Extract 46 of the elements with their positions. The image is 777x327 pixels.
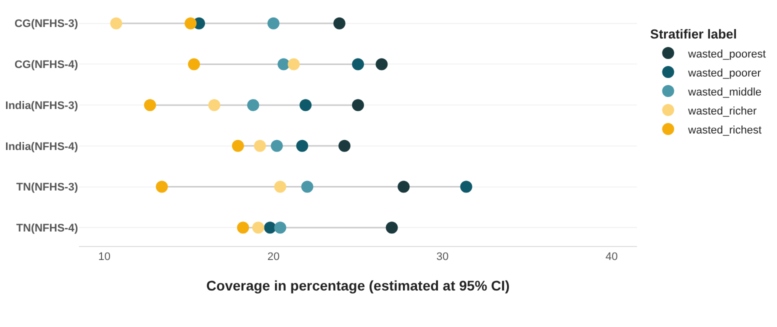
- legend-label: wasted_richest: [687, 124, 762, 136]
- point: [156, 180, 168, 193]
- point: [352, 99, 364, 112]
- legend-label: wasted_richer: [687, 105, 757, 118]
- point: [301, 180, 314, 193]
- point: [237, 222, 250, 234]
- point: [110, 17, 122, 30]
- point: [352, 58, 364, 70]
- point: [274, 222, 286, 234]
- point: [254, 140, 266, 152]
- legend-label: wasted_poorest: [687, 48, 766, 60]
- point: [144, 99, 156, 112]
- y-tick-label: India(NFHS-4): [5, 140, 78, 153]
- point: [274, 180, 286, 193]
- point: [184, 17, 197, 30]
- point: [252, 222, 264, 234]
- point: [376, 58, 388, 70]
- x-tick-label: 20: [267, 251, 280, 264]
- legend-title: Stratifier label: [650, 26, 737, 42]
- point: [267, 17, 280, 30]
- point: [278, 58, 290, 70]
- point: [338, 140, 350, 152]
- point: [386, 222, 398, 234]
- legend-label: wasted_poorer: [687, 67, 762, 80]
- point: [188, 58, 200, 70]
- legend-label: wasted_middle: [687, 86, 762, 98]
- y-tick-label: CG(NFHS-4): [14, 59, 78, 72]
- y-tick-label: TN(NFHS-4): [16, 222, 78, 234]
- y-tick-label: CG(NFHS-3): [14, 18, 78, 30]
- y-tick-label: TN(NFHS-3): [16, 182, 78, 194]
- x-tick-label: 10: [98, 251, 110, 264]
- point: [247, 99, 260, 112]
- point: [460, 180, 472, 193]
- y-tick-label: India(NFHS-3): [5, 100, 78, 112]
- point: [264, 222, 276, 234]
- x-tick-label: 40: [606, 251, 618, 264]
- point: [270, 140, 283, 152]
- point: [300, 99, 312, 112]
- x-tick-label: 30: [436, 251, 449, 264]
- point: [333, 17, 346, 30]
- point: [288, 58, 300, 70]
- point: [232, 140, 244, 152]
- point: [398, 180, 410, 193]
- x-axis-title: Coverage in percentage (estimated at 95% CI): [206, 277, 510, 294]
- point: [208, 99, 220, 112]
- point: [296, 140, 308, 152]
